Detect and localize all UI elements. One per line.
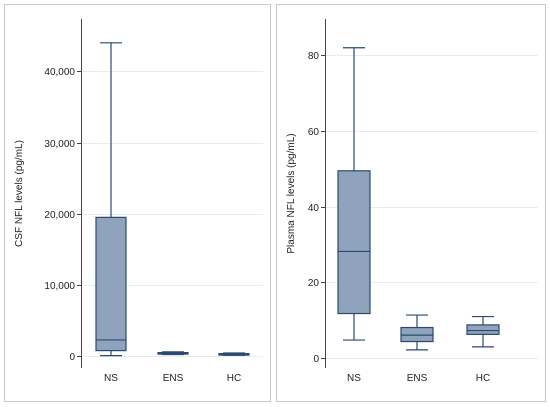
panel-1-ytick-label: 0: [313, 354, 319, 365]
panel-0-ytick-label: 10,000: [44, 281, 75, 292]
panel-0-ytick-label: 30,000: [44, 139, 75, 150]
panel-0-category-label-ens: ENS: [163, 373, 184, 384]
panel-1-category-label-ns: NS: [347, 373, 361, 384]
panel-0-ytick-label: 0: [69, 352, 75, 363]
panel-0-y-axis-title: CSF NFL levels (pg/mL): [14, 140, 25, 247]
panel-0-category-label-hc: HC: [227, 373, 241, 384]
panel-1-ytick-label: 80: [308, 51, 320, 62]
panel-1-y-axis-title: Plasma NFL levels (pg/mL): [286, 133, 297, 253]
panel-0-frame: [4, 4, 271, 402]
box-ns-iqr: [95, 216, 127, 352]
box-hc-iqr: [466, 324, 500, 335]
panel-0-ytick-label: 20,000: [44, 210, 75, 221]
box-ns-iqr: [337, 170, 371, 315]
panel-1-ytick-label: 20: [308, 278, 320, 289]
panel-1-ytick-label: 40: [308, 203, 320, 214]
panel-1-ytick-label: 60: [308, 127, 320, 138]
panel-0-category-label-ns: NS: [104, 373, 118, 384]
panel-1-category-label-hc: HC: [476, 373, 490, 384]
panel-0-ytick-label: 40,000: [44, 67, 75, 78]
panel-1-category-label-ens: ENS: [407, 373, 428, 384]
